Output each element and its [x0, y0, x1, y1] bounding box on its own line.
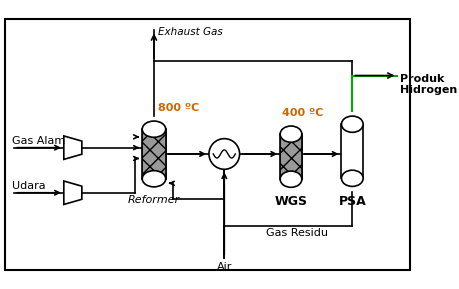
Polygon shape	[64, 181, 82, 204]
Ellipse shape	[142, 121, 166, 137]
Text: 800 ºC: 800 ºC	[157, 103, 199, 113]
Text: PSA: PSA	[338, 194, 366, 208]
Ellipse shape	[341, 170, 363, 186]
Text: Reformer: Reformer	[128, 195, 180, 205]
Ellipse shape	[341, 116, 363, 132]
Polygon shape	[64, 136, 82, 159]
Ellipse shape	[280, 171, 302, 187]
Text: Udara: Udara	[12, 181, 46, 191]
Text: WGS: WGS	[274, 195, 308, 208]
Text: Gas Alam: Gas Alam	[12, 136, 66, 146]
Circle shape	[209, 139, 240, 169]
Text: Exhaust Gas: Exhaust Gas	[157, 27, 222, 37]
Bar	[142, 129, 166, 179]
Bar	[341, 124, 363, 178]
Text: 400 ºC: 400 ºC	[282, 108, 323, 118]
Ellipse shape	[142, 171, 166, 187]
Text: Gas Residu: Gas Residu	[266, 228, 328, 238]
Bar	[280, 134, 302, 179]
Text: Air: Air	[217, 262, 232, 272]
Text: Produk
Hidrogen: Produk Hidrogen	[400, 74, 457, 95]
Ellipse shape	[280, 126, 302, 142]
